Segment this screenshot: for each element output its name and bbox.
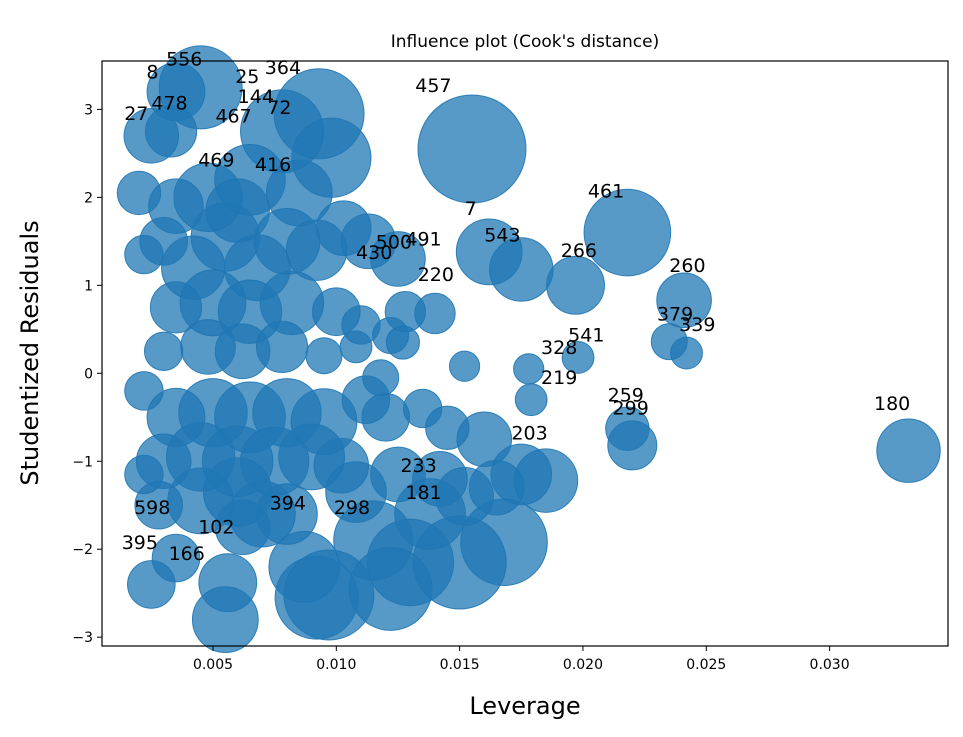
data-point-90 [148, 178, 204, 234]
data-point-12 [489, 237, 554, 302]
x-tick-label-2: 0.015 [440, 657, 480, 673]
point-annotation-18: 379 [657, 304, 693, 326]
y-axis-label: Studentized Residuals [16, 220, 44, 485]
y-tick-label-2: −1 [72, 454, 93, 470]
data-point-87 [362, 359, 400, 397]
y-tick-label-3: 0 [84, 366, 93, 382]
data-point-21 [513, 448, 579, 513]
x-tick-label-0: 0.005 [193, 657, 233, 673]
x-axis: 0.005 0.010 0.015 0.020 0.025 0.030 [193, 646, 850, 673]
data-point-61 [149, 281, 203, 334]
points-layer [116, 45, 941, 654]
data-point-67 [339, 330, 373, 364]
data-point-80 [228, 480, 296, 548]
point-annotation-34: 395 [122, 532, 158, 554]
data-point-64 [255, 320, 309, 374]
data-point-57 [124, 234, 164, 275]
point-annotation-8: 27 [124, 103, 148, 125]
point-annotation-7: 72 [267, 97, 291, 119]
chart-title: Influence plot (Cook's distance) [391, 32, 659, 52]
data-point-98 [561, 341, 595, 374]
point-annotation-3: 364 [265, 57, 301, 79]
data-point-19 [607, 420, 658, 471]
point-annotation-4: 144 [238, 86, 274, 108]
point-annotation-31: 102 [198, 516, 234, 538]
data-point-33 [151, 533, 201, 583]
data-point-91 [265, 159, 333, 227]
data-point-13 [546, 255, 605, 315]
point-annotation-27: 233 [400, 455, 436, 477]
data-point-49 [370, 231, 426, 287]
y-tick-label-1: −2 [72, 542, 93, 558]
data-point-10 [583, 188, 672, 277]
point-annotation-24: 299 [613, 398, 649, 420]
point-annotation-33: 166 [169, 543, 205, 565]
point-annotation-9: 457 [415, 75, 451, 97]
y-tick-label-5: 2 [84, 190, 93, 206]
point-annotation-29: 298 [334, 497, 370, 519]
point-annotation-1: 556 [166, 48, 202, 70]
data-point-65 [143, 331, 184, 372]
data-point-97 [448, 350, 481, 382]
data-point-31 [198, 553, 258, 613]
point-annotation-15: 491 [405, 229, 441, 251]
point-annotation-17: 260 [669, 255, 705, 277]
point-annotation-14: 543 [484, 224, 520, 246]
data-point-14 [656, 272, 712, 329]
point-annotation-25: 180 [874, 393, 910, 415]
plot-frame [101, 60, 949, 647]
point-annotation-0: 8 [146, 62, 158, 84]
point-annotation-26: 203 [511, 422, 547, 444]
point-annotation-32: 598 [134, 497, 170, 519]
x-tick-label-5: 0.030 [810, 657, 850, 673]
data-point-76 [278, 423, 346, 491]
point-annotation-37: 500 [376, 231, 412, 253]
point-annotation-19: 541 [568, 325, 604, 347]
data-point-94 [468, 459, 525, 516]
point-annotation-5: 478 [151, 92, 187, 114]
data-point-96 [513, 353, 545, 385]
y-tick-label-4: 1 [84, 278, 93, 294]
data-point-89 [205, 178, 270, 243]
data-point-83 [124, 371, 164, 411]
data-point-3 [144, 105, 198, 158]
point-annotation-12: 461 [588, 180, 624, 202]
x-tick-label-4: 0.025 [686, 657, 726, 673]
point-annotation-11: 416 [255, 154, 291, 176]
point-annotation-2: 25 [235, 66, 259, 88]
data-point-16 [670, 336, 703, 370]
point-annotation-10: 469 [198, 150, 234, 172]
point-annotation-23: 259 [608, 384, 644, 406]
y-tick-label-6: 3 [84, 102, 93, 118]
y-tick-label-0: −3 [72, 630, 93, 646]
point-annotation-20: 339 [679, 314, 715, 336]
point-annotation-22: 219 [541, 367, 577, 389]
point-annotation-13: 7 [465, 198, 477, 220]
point-annotation-36: 430 [356, 242, 392, 264]
data-point-85 [361, 392, 410, 442]
y-axis: −3 −2 −1 0 1 2 3 [72, 102, 102, 646]
point-annotation-21: 328 [541, 337, 577, 359]
point-annotation-6: 467 [215, 106, 251, 128]
data-point-45 [385, 325, 421, 360]
point-annotation-35: 220 [418, 264, 454, 286]
data-point-82 [124, 454, 164, 495]
point-annotation-16: 266 [561, 240, 597, 262]
point-annotation-30: 394 [270, 493, 306, 515]
x-tick-label-3: 0.020 [563, 657, 603, 673]
data-point-6 [417, 94, 527, 204]
data-point-43 [414, 292, 456, 335]
x-axis-label: Leverage [469, 692, 580, 720]
x-tick-label-1: 0.010 [316, 657, 356, 673]
point-annotation-28: 181 [405, 482, 441, 504]
data-point-17 [876, 418, 941, 483]
data-point-86 [402, 388, 443, 429]
data-point-66 [305, 337, 343, 375]
annotations-layer: 8 556 25 364 144 478 467 72 27 457 469 416 461 7 543 49… [122, 48, 911, 564]
